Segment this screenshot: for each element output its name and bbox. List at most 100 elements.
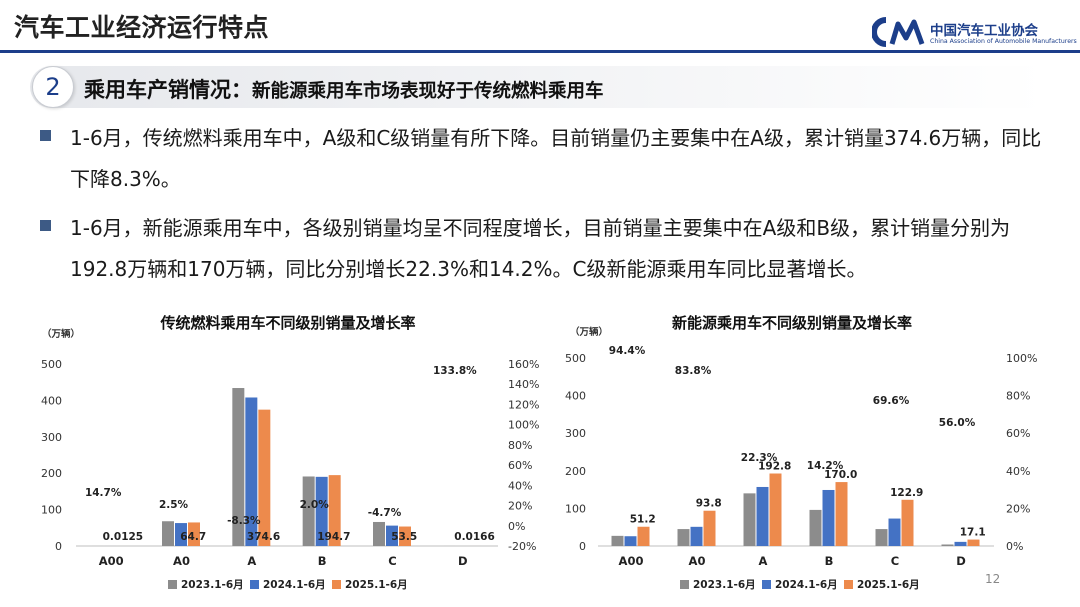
legend-label: 2024.1-6月: [775, 579, 838, 591]
value-label: 192.8: [758, 461, 791, 473]
category-label: A0: [689, 554, 706, 568]
legend-swatch: [168, 580, 177, 589]
y-tick-label: 400: [41, 394, 62, 407]
y2-tick-label: 20%: [508, 500, 532, 513]
y2-tick-label: 160%: [508, 358, 539, 371]
category-label: C: [388, 554, 396, 568]
y2-tick-label: 60%: [1006, 427, 1030, 440]
category-label: C: [891, 554, 899, 568]
bar-2023.1-6月: [941, 544, 954, 546]
category-label: A00: [99, 554, 124, 568]
y-tick-label: 300: [41, 431, 62, 444]
bar-2024.1-6月: [822, 489, 835, 546]
y-tick-label: 200: [41, 467, 62, 480]
bar-2024.1-6月: [690, 526, 703, 546]
value-label: 93.8: [696, 498, 722, 510]
y2-tick-label: 60%: [508, 459, 532, 472]
bar-2025.1-6月: [637, 526, 650, 546]
y2-tick-label: 140%: [508, 378, 539, 391]
y2-tick-label: 80%: [508, 439, 532, 452]
y-tick-label: 300: [565, 427, 586, 440]
y2-tick-label: 40%: [508, 479, 532, 492]
category-label: A0: [173, 554, 190, 568]
y-axis-unit: （万辆）: [570, 326, 608, 338]
bullet-square-icon: [40, 220, 51, 231]
value-label: 0.0166: [454, 531, 495, 543]
bar-2023.1-6月: [373, 521, 385, 546]
category-label: A: [247, 554, 256, 568]
value-label: 374.6: [247, 531, 280, 543]
section-bar: [30, 66, 1046, 108]
category-label: A: [759, 554, 768, 568]
bar-2024.1-6月: [954, 541, 967, 546]
growth-rate-label: -8.3%: [227, 515, 261, 527]
category-label: A00: [619, 554, 644, 568]
value-label: 53.5: [391, 531, 417, 543]
legend-label: 2025.1-6月: [857, 579, 920, 591]
page-number: 12: [985, 572, 1001, 586]
legend-swatch: [844, 580, 853, 589]
bar-2024.1-6月: [315, 476, 328, 546]
y-tick-label: 100: [41, 504, 62, 517]
bar-2024.1-6月: [245, 397, 258, 546]
bar-2025.1-6月: [901, 499, 914, 546]
growth-rate-label: 22.3%: [741, 452, 778, 464]
legend-swatch: [680, 580, 689, 589]
y-tick-label: 400: [565, 390, 586, 403]
section-title-sub: 新能源乘用车市场表现好于传统燃料乘用车: [252, 81, 604, 102]
value-label: 51.2: [630, 514, 656, 526]
growth-rate-label: 56.0%: [939, 417, 976, 429]
category-label: B: [825, 554, 834, 568]
y-tick-label: 500: [41, 358, 62, 371]
chart-title: 传统燃料乘用车不同级别销量及增长率: [159, 314, 415, 332]
bullet-text: 1-6月，新能源乘用车中，各级别销量均呈不同程度增长，目前销量主要集中在A级和B…: [70, 216, 1011, 281]
growth-rate-label: 14.2%: [807, 460, 844, 472]
category-label: B: [318, 554, 327, 568]
y2-tick-label: 40%: [1006, 465, 1030, 478]
y2-tick-label: 0%: [1006, 540, 1023, 553]
bar-2025.1-6月: [399, 526, 411, 546]
y2-tick-label: -20%: [508, 540, 536, 553]
value-label: 0.0125: [103, 531, 144, 543]
logo-en-name: China Association of Automobile Manufact…: [930, 38, 1077, 45]
legend-swatch: [762, 580, 771, 589]
growth-rate-label: 69.6%: [873, 395, 910, 407]
growth-rate-label: -4.7%: [368, 507, 402, 519]
bar-2023.1-6月: [677, 529, 690, 546]
category-label: D: [956, 554, 966, 568]
bar-2025.1-6月: [769, 473, 782, 546]
chart-title: 新能源乘用车不同级别销量及增长率: [672, 314, 912, 332]
value-label: 170.0: [824, 469, 857, 481]
bar-2025.1-6月: [328, 475, 341, 546]
growth-rate-label: 2.5%: [159, 499, 189, 511]
chart-new-energy: 新能源乘用车不同级别销量及增长率 （万辆） 0 100 200 300 400 500 0% 20…: [552, 306, 1052, 604]
y2-tick-label: 80%: [1006, 390, 1030, 403]
bar-2025.1-6月: [258, 409, 271, 546]
bar-2023.1-6月: [302, 476, 315, 546]
bar-2024.1-6月: [386, 525, 398, 546]
bar-2025.1-6月: [835, 482, 848, 546]
y2-tick-label: 100%: [508, 419, 539, 432]
growth-rate-label: 2.0%: [300, 499, 330, 511]
y-tick-label: 0: [579, 540, 586, 553]
bar-2023.1-6月: [232, 388, 245, 546]
legend-swatch: [332, 580, 341, 589]
bar-2023.1-6月: [162, 521, 174, 546]
y-tick-label: 200: [565, 465, 586, 478]
bar-2024.1-6月: [888, 518, 901, 546]
bar-2025.1-6月: [188, 522, 200, 546]
chart-traditional-fuel: 传统燃料乘用车不同级别销量及增长率 （万辆） 0 100 200 300 400 500 -20…: [28, 306, 548, 604]
caam-logo: 中国汽车工业协会 China Association of Automobile…: [872, 16, 1077, 50]
growth-rate-label: 133.8%: [433, 365, 477, 377]
bullet-square-icon: [40, 130, 51, 141]
legend-swatch: [250, 580, 259, 589]
legend-label: 2024.1-6月: [263, 579, 326, 591]
logo-cn-name: 中国汽车工业协会: [930, 23, 1038, 39]
bar-2023.1-6月: [743, 493, 756, 546]
caam-logo-icon: [872, 17, 925, 47]
chart-new-energy-svg: 新能源乘用车不同级别销量及增长率 （万辆） 0 100 200 300 400 500 0% 20…: [565, 314, 1037, 591]
y-tick-label: 0: [55, 540, 62, 553]
section-title: 乘用车产销情况：新能源乘用车市场表现好于传统燃料乘用车: [84, 74, 604, 104]
chart-traditional-fuel-svg: 传统燃料乘用车不同级别销量及增长率 （万辆） 0 100 200 300 400 500 -20…: [41, 314, 539, 591]
y-tick-label: 100: [565, 502, 586, 515]
